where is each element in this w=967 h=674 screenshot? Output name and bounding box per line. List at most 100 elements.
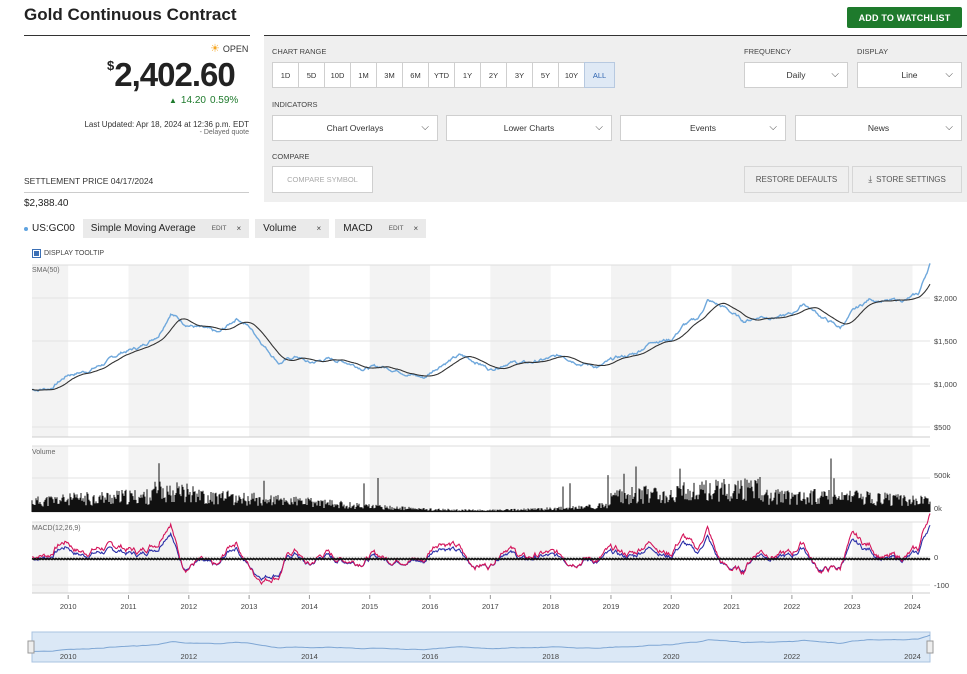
price-value: 2,402.60 <box>114 56 235 93</box>
checkbox-icon[interactable] <box>32 249 41 258</box>
legend-chip-sma[interactable]: Simple Moving Average EDIT × <box>82 219 250 238</box>
navigator-handle-left[interactable] <box>27 640 35 654</box>
price-axis-tick: $500 <box>934 423 951 432</box>
display-tooltip-toggle[interactable]: DISPLAY TOOLTIP <box>32 249 104 258</box>
chevron-down-icon: ⌵ <box>421 122 429 133</box>
chart-range-label: CHART RANGE <box>272 47 327 56</box>
navigator-handle-right[interactable] <box>926 640 934 654</box>
x-axis-tick: 2018 <box>542 602 559 611</box>
market-status: ☀ OPEN <box>210 42 248 55</box>
range-button-2y[interactable]: 2Y <box>480 62 507 88</box>
macd-axis-tick: 0 <box>934 553 938 562</box>
price-axis-tick: $1,000 <box>934 380 957 389</box>
chart-overlays-select[interactable]: Chart Overlays ⌵ <box>272 115 438 141</box>
navigator-tick: 2014 <box>301 652 318 661</box>
x-axis-tick: 2021 <box>723 602 740 611</box>
year-band <box>369 265 431 437</box>
display-tooltip-label: DISPLAY TOOLTIP <box>44 250 105 257</box>
chart-controls-panel: CHART RANGE 1D 5D 10D 1M 3M 6M YTD 1Y 2Y 3Y 5Y 10Y A… <box>264 36 967 202</box>
navigator-tick: 2016 <box>422 652 439 661</box>
add-to-watchlist-button[interactable]: ADD TO WATCHLIST <box>847 7 962 28</box>
range-button-10d[interactable]: 10D <box>324 62 351 88</box>
change-value: 14.20 <box>180 95 206 106</box>
macd-line <box>31 513 931 586</box>
edit-button[interactable]: EDIT <box>388 225 404 232</box>
range-button-5d[interactable]: 5D <box>298 62 325 88</box>
chart-legend: US:GC00 Simple Moving Average EDIT × Vol… <box>24 219 432 238</box>
events-select[interactable]: Events ⌵ <box>620 115 786 141</box>
x-axis-tick: 2023 <box>844 602 861 611</box>
store-settings-label: STORE SETTINGS <box>876 175 946 184</box>
range-button-5y[interactable]: 5Y <box>532 62 559 88</box>
settlement-label: SETTLEMENT PRICE 04/17/2024 <box>24 176 154 186</box>
range-button-all[interactable]: ALL <box>584 62 615 88</box>
x-axis-tick: 2020 <box>663 602 680 611</box>
chart-range-buttons: 1D 5D 10D 1M 3M 6M YTD 1Y 2Y 3Y 5Y 10Y ALL <box>272 62 615 88</box>
price-pane-label: SMA(50) <box>32 267 60 274</box>
year-band <box>249 265 310 437</box>
up-arrow-icon: ▲ <box>169 96 177 105</box>
x-axis-tick: 2010 <box>60 602 77 611</box>
compare-symbol-input[interactable]: COMPARE SYMBOL <box>272 166 373 193</box>
close-icon[interactable]: × <box>316 224 322 233</box>
header-divider-right <box>264 35 967 36</box>
lower-charts-select[interactable]: Lower Charts ⌵ <box>446 115 612 141</box>
news-label: News <box>867 123 890 133</box>
price-line[interactable] <box>31 263 931 393</box>
legend-chip-volume[interactable]: Volume × <box>255 219 330 238</box>
legend-chip-label: MACD <box>343 223 373 234</box>
legend-chip-label: Simple Moving Average <box>90 223 196 234</box>
sun-icon: ☀ <box>210 42 220 55</box>
navigator[interactable] <box>31 631 931 663</box>
x-axis-tick: 2013 <box>241 602 258 611</box>
navigator-tick: 2010 <box>60 652 77 661</box>
x-axis-tick: 2019 <box>603 602 620 611</box>
sma-line <box>31 283 931 391</box>
x-axis-tick: 2015 <box>361 602 378 611</box>
news-select[interactable]: News ⌵ <box>795 115 962 141</box>
year-band <box>490 446 551 512</box>
compare-label: COMPARE <box>272 152 310 161</box>
store-settings-button[interactable]: ⤓ STORE SETTINGS <box>852 166 962 193</box>
edit-button[interactable]: EDIT <box>211 225 227 232</box>
volume-axis-tick: 500k <box>934 471 951 480</box>
restore-defaults-button[interactable]: RESTORE DEFAULTS <box>744 166 849 193</box>
navigator-tick: 2012 <box>180 652 197 661</box>
legend-chip-macd[interactable]: MACD EDIT × <box>335 219 427 238</box>
price-axis-tick: $2,000 <box>934 294 957 303</box>
year-band <box>731 265 792 437</box>
navigator-tick: 2020 <box>663 652 680 661</box>
legend-symbol-label: US:GC00 <box>32 223 75 234</box>
last-updated: Last Updated: Apr 18, 2024 at 12:36 p.m.… <box>84 120 249 129</box>
close-icon[interactable]: × <box>236 224 242 233</box>
navigator-line <box>31 634 931 652</box>
navigator-tick: 2018 <box>542 652 559 661</box>
navigator-tick: 2024 <box>904 652 921 661</box>
chevron-down-icon: ⌵ <box>945 69 953 80</box>
legend-symbol: US:GC00 <box>24 223 75 234</box>
year-band <box>32 265 69 437</box>
page-title: Gold Continuous Contract <box>24 5 237 24</box>
x-axis-tick: 2011 <box>120 602 136 611</box>
delayed-note: - Delayed quote <box>199 129 249 136</box>
close-icon[interactable]: × <box>413 224 419 233</box>
macd-histogram-line <box>31 557 931 561</box>
year-band <box>490 265 551 437</box>
chevron-down-icon: ⌵ <box>769 122 777 133</box>
display-value: Line <box>901 70 918 80</box>
macd-pane-label: MACD(12,26,9) <box>32 525 81 532</box>
display-select[interactable]: Line ⌵ <box>857 62 962 88</box>
range-button-1m[interactable]: 1M <box>350 62 377 88</box>
range-button-1d[interactable]: 1D <box>272 62 299 88</box>
frequency-select[interactable]: Daily ⌵ <box>744 62 848 88</box>
macd-axis-tick: -100 <box>934 581 949 590</box>
settlement-divider <box>24 192 249 193</box>
chevron-down-icon: ⌵ <box>831 69 839 80</box>
year-band <box>128 265 189 437</box>
header-divider <box>24 35 250 36</box>
x-axis-tick: 2017 <box>482 602 499 611</box>
indicators-label: INDICATORS <box>272 100 318 109</box>
settlement-value: $2,388.40 <box>24 198 69 209</box>
price-change: ▲ 14.20 0.59% <box>169 95 238 106</box>
